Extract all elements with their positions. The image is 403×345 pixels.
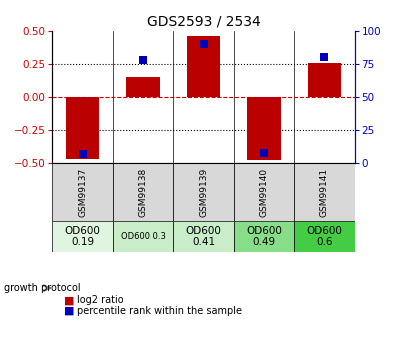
Point (140, 57, 146, 63)
Bar (52, 221, 113, 252)
Bar (113, 163, 173, 221)
Text: ■: ■ (64, 306, 75, 315)
Text: ■: ■ (64, 295, 75, 305)
Text: growth protocol: growth protocol (4, 283, 81, 293)
Title: GDS2593 / 2534: GDS2593 / 2534 (147, 14, 260, 29)
Text: OD600
0.49: OD600 0.49 (246, 226, 282, 247)
Text: log2 ratio: log2 ratio (77, 295, 123, 305)
Bar (113, 221, 173, 252)
Point (200, 41, 207, 47)
Bar (127, 77, 160, 97)
Text: GSM99141: GSM99141 (320, 167, 329, 217)
Bar (187, 36, 220, 97)
Bar (173, 163, 234, 221)
Text: GSM99140: GSM99140 (260, 167, 268, 217)
Text: GSM99137: GSM99137 (78, 167, 87, 217)
Text: OD600 0.3: OD600 0.3 (120, 232, 166, 241)
Bar (173, 221, 234, 252)
Bar (294, 221, 355, 252)
Bar (294, 163, 355, 221)
Bar (234, 163, 294, 221)
Bar (247, 97, 280, 160)
Text: OD600
0.6: OD600 0.6 (306, 226, 343, 247)
Text: GSM99138: GSM99138 (139, 167, 147, 217)
Bar (52, 163, 113, 221)
Bar (66, 97, 99, 159)
Bar (308, 63, 341, 97)
Text: percentile rank within the sample: percentile rank within the sample (77, 306, 241, 315)
Text: OD600
0.41: OD600 0.41 (185, 226, 222, 247)
Point (79, 151, 86, 157)
Point (261, 150, 267, 155)
Text: GSM99139: GSM99139 (199, 167, 208, 217)
Point (321, 55, 328, 60)
Bar (234, 221, 294, 252)
Text: OD600
0.19: OD600 0.19 (64, 226, 101, 247)
